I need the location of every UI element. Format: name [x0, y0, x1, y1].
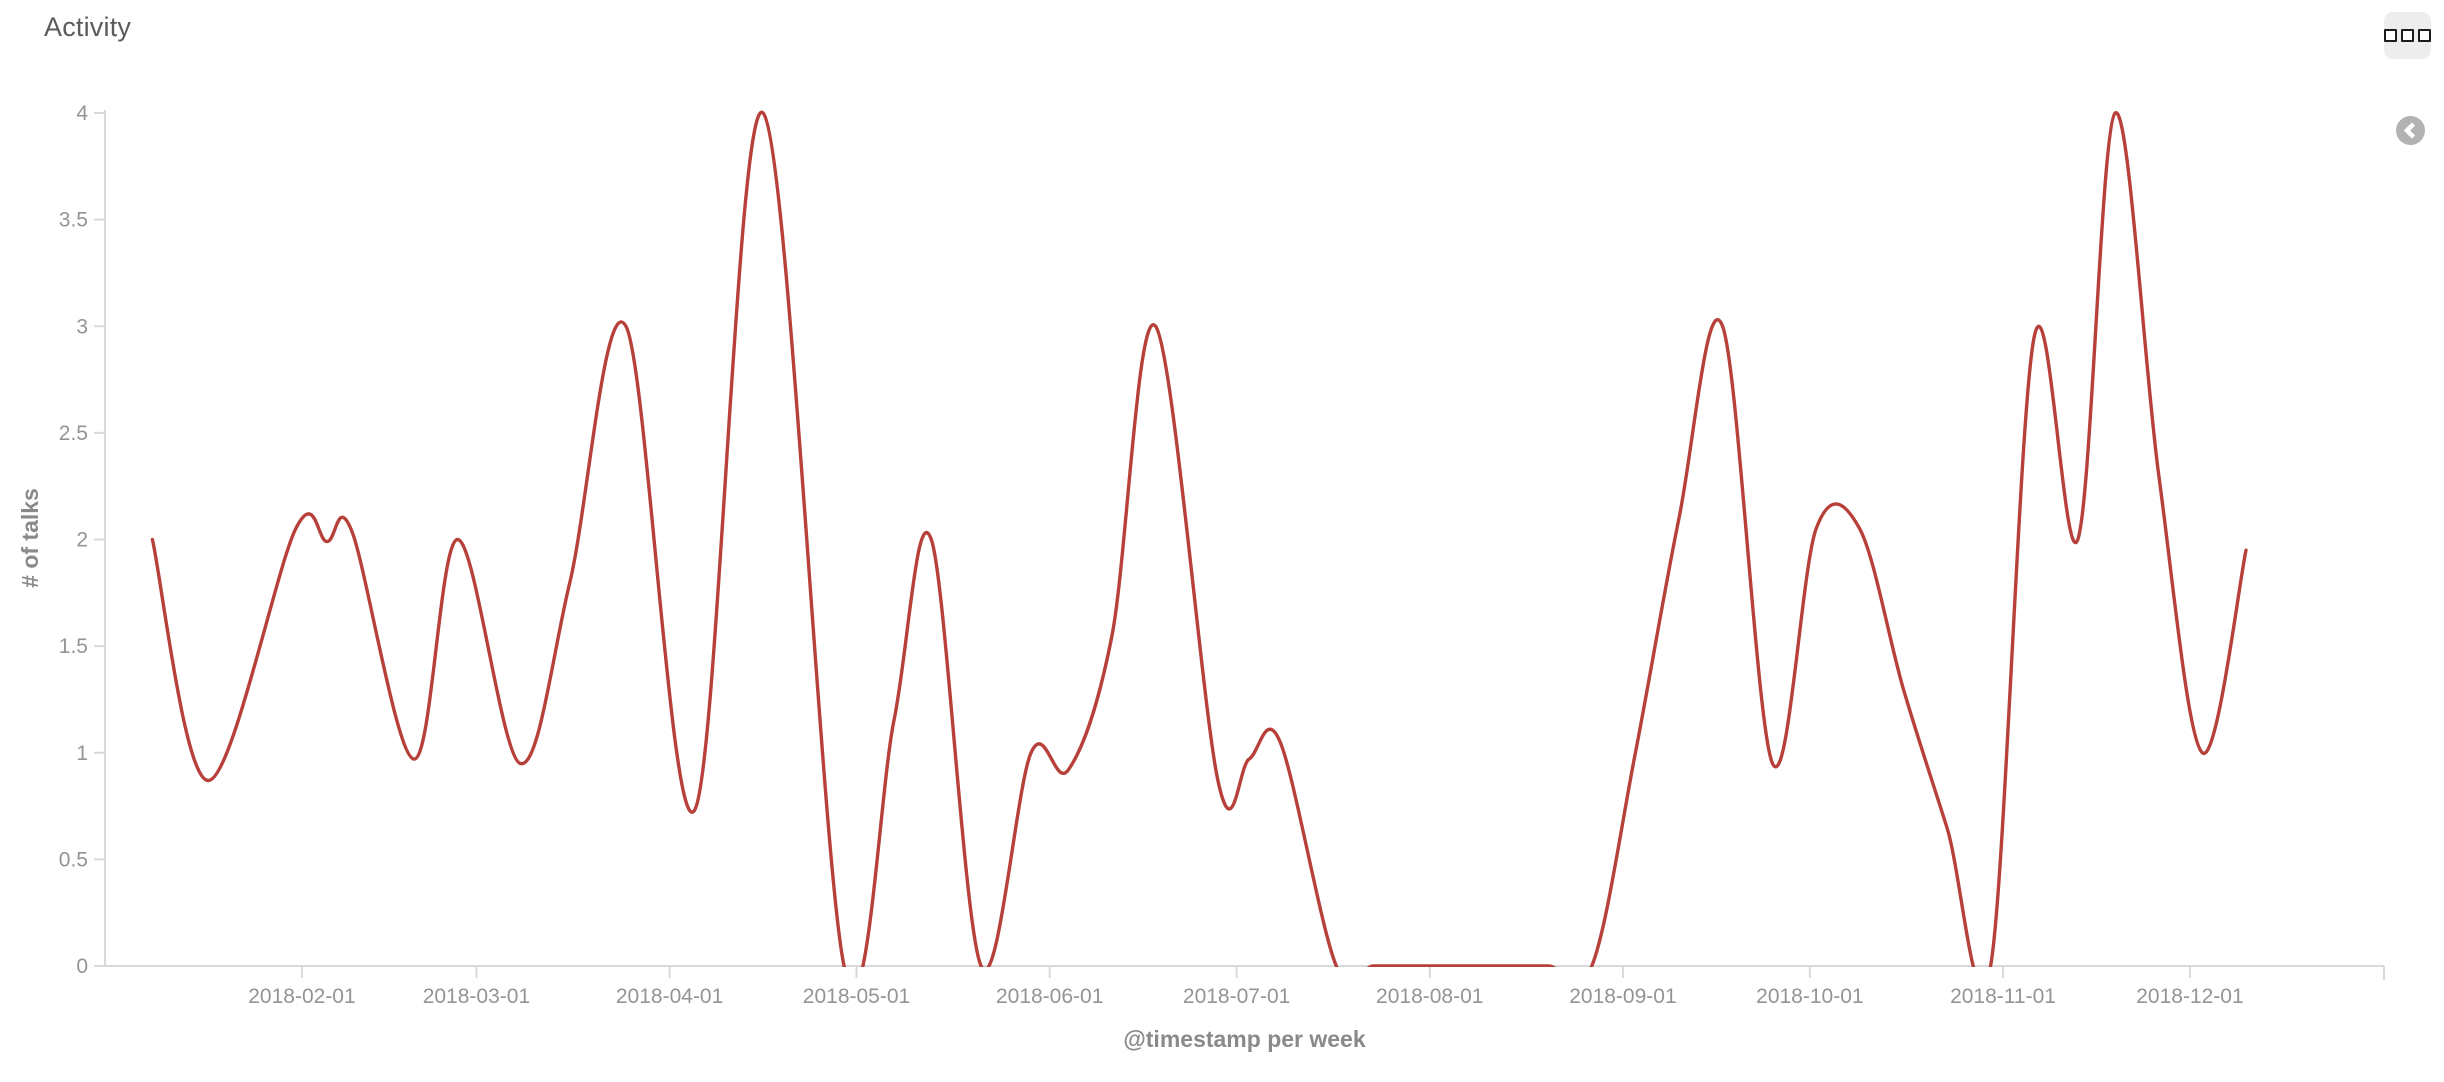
x-tick-label: 2018-10-01	[1756, 985, 1863, 1008]
y-tick-label: 2.5	[59, 422, 88, 445]
x-tick-label: 2018-09-01	[1569, 985, 1676, 1008]
x-tick-label: 2018-12-01	[2136, 985, 2243, 1008]
panel-title: Activity	[44, 12, 132, 42]
series-line-# of talks	[150, 111, 2248, 967]
x-tick-label: 2018-07-01	[1183, 985, 1290, 1008]
x-tick-label: 2018-06-01	[996, 985, 1103, 1008]
x-tick-label: 2018-04-01	[616, 985, 723, 1008]
panel-options-button[interactable]	[2384, 12, 2431, 59]
x-tick-label: 2018-03-01	[423, 985, 530, 1008]
y-tick-label: 2	[76, 529, 88, 552]
grid-squares-icon	[2418, 29, 2431, 42]
collapse-panel-button[interactable]	[2396, 116, 2425, 145]
y-tick-label: 1	[76, 742, 88, 765]
grid-squares-icon	[2401, 29, 2414, 42]
chevron-left-icon	[2403, 122, 2416, 139]
grid-squares-icon	[2384, 29, 2397, 42]
y-tick-label: 4	[76, 102, 88, 125]
y-tick-label: 1.5	[59, 635, 88, 658]
y-tick-label: 3	[76, 315, 88, 338]
y-tick-label: 3.5	[59, 209, 88, 232]
x-tick-label: 2018-11-01	[1950, 985, 2056, 1008]
x-tick-label: 2018-05-01	[803, 985, 910, 1008]
y-tick-label: 0.5	[59, 848, 88, 871]
x-tick-label: 2018-08-01	[1376, 985, 1483, 1008]
y-axis-title: # of talks	[17, 488, 43, 588]
x-tick-label: 2018-02-01	[248, 985, 355, 1008]
y-tick-label: 0	[76, 955, 88, 978]
x-axis-title: @timestamp per week	[1123, 1026, 1366, 1052]
